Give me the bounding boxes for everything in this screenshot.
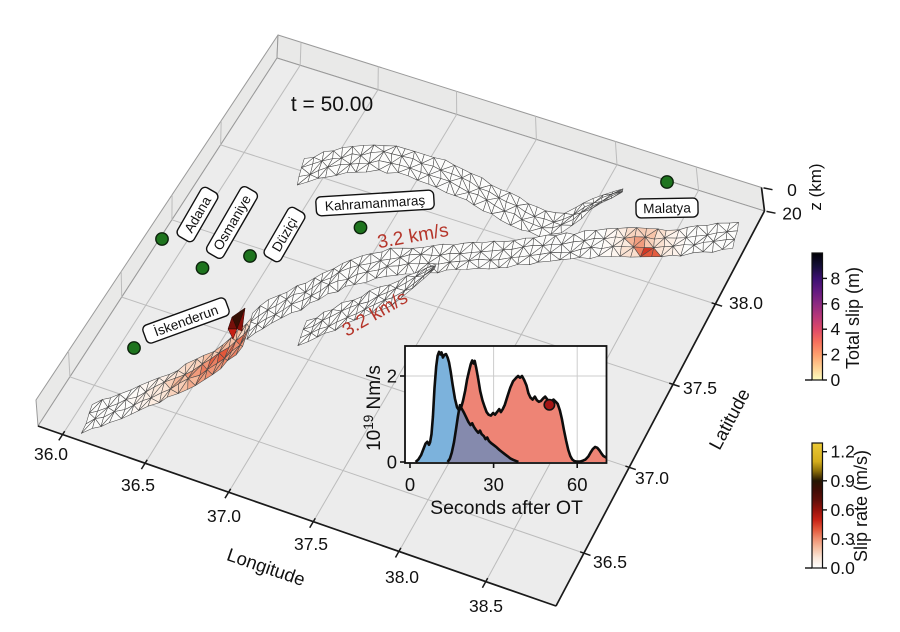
- svg-text:0: 0: [831, 370, 841, 390]
- svg-text:Slip rate (m/s): Slip rate (m/s): [851, 450, 871, 562]
- svg-text:Malatya: Malatya: [643, 200, 691, 216]
- svg-text:4: 4: [831, 319, 841, 339]
- svg-text:1.2: 1.2: [831, 442, 855, 462]
- svg-text:38.5: 38.5: [469, 596, 503, 616]
- svg-text:37.5: 37.5: [294, 534, 328, 554]
- svg-text:z (km): z (km): [806, 163, 825, 210]
- svg-text:36.5: 36.5: [121, 475, 155, 495]
- svg-text:2: 2: [387, 366, 397, 387]
- svg-text:0: 0: [787, 180, 797, 200]
- svg-text:0.6: 0.6: [831, 500, 855, 520]
- svg-text:37.0: 37.0: [635, 468, 669, 488]
- svg-text:1019 Nm/s: 1019 Nm/s: [361, 365, 385, 451]
- svg-text:0: 0: [387, 452, 397, 473]
- svg-text:0.9: 0.9: [831, 471, 855, 491]
- svg-text:37.0: 37.0: [207, 506, 241, 526]
- svg-text:0.3: 0.3: [831, 529, 855, 549]
- svg-text:38.0: 38.0: [385, 567, 419, 587]
- svg-text:t = 50.00: t = 50.00: [291, 93, 373, 116]
- svg-text:0: 0: [405, 474, 415, 495]
- svg-text:Seconds after OT: Seconds after OT: [430, 497, 583, 519]
- svg-text:2: 2: [831, 345, 841, 365]
- svg-text:30: 30: [483, 474, 504, 495]
- svg-text:37.5: 37.5: [683, 378, 717, 398]
- svg-text:60: 60: [567, 474, 588, 495]
- svg-text:6: 6: [831, 294, 841, 314]
- svg-text:20: 20: [782, 204, 802, 224]
- svg-text:36.5: 36.5: [593, 552, 627, 572]
- svg-text:8: 8: [831, 268, 841, 288]
- svg-text:36.0: 36.0: [34, 444, 68, 464]
- svg-text:38.0: 38.0: [729, 293, 763, 313]
- svg-text:0.0: 0.0: [831, 558, 856, 578]
- svg-text:Total slip (m): Total slip (m): [843, 267, 863, 369]
- svg-text:Kahramanmaraş: Kahramanmaraş: [324, 193, 425, 214]
